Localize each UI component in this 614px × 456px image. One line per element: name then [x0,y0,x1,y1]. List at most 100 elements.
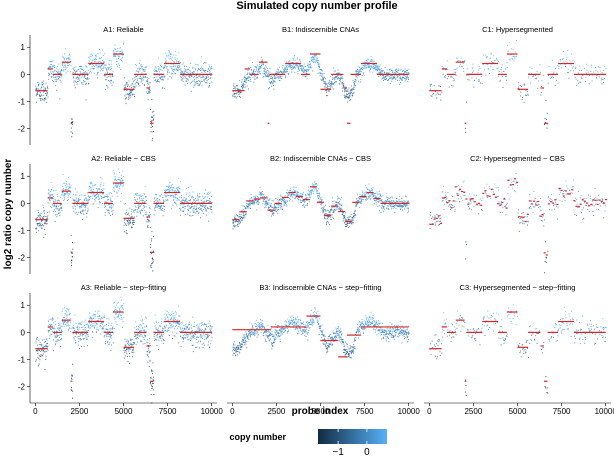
data-point [546,127,548,129]
data-point [391,200,393,202]
data-point [560,58,561,60]
data-point [245,214,247,216]
data-point [81,66,83,67]
data-point [85,66,87,67]
data-point [199,83,201,85]
data-point [162,197,164,198]
data-point [274,203,276,205]
data-point [89,64,91,66]
data-point [243,205,245,207]
data-point [310,191,312,193]
data-point [156,198,158,199]
data-point [403,206,404,208]
data-point [442,67,444,69]
data-point [94,195,96,197]
data-point [349,95,350,97]
data-point [248,204,250,205]
data-point [53,200,55,202]
data-point [248,88,249,90]
data-point [111,192,112,194]
data-point [170,195,172,197]
data-point [52,198,54,200]
data-point [206,210,207,212]
data-point [124,231,126,233]
data-point [200,68,202,69]
data-point [150,253,152,255]
data-point [246,77,248,78]
data-point [374,63,375,65]
data-point [108,204,110,206]
data-point [104,61,105,63]
data-point [160,195,161,197]
data-point [317,64,319,66]
data-point [105,75,107,77]
data-point [279,199,281,200]
data-point [120,50,122,52]
data-point [133,211,135,213]
data-point [338,83,340,85]
data-point [111,195,113,197]
data-point [543,74,545,76]
data-point [172,69,174,71]
data-point [272,82,274,84]
data-point [142,215,144,217]
data-point [136,70,137,72]
data-point [101,178,103,180]
data-point [449,201,451,203]
data-point [298,192,300,193]
data-point [248,80,250,82]
data-point [113,51,115,52]
data-point [326,214,328,215]
data-point [359,70,361,72]
data-point [128,80,130,82]
data-point [45,223,47,225]
data-point [337,77,339,78]
data-point [131,216,133,217]
data-point [143,77,145,78]
data-point [108,209,110,211]
data-point [177,189,178,190]
data-point [62,64,63,66]
data-point [351,223,353,225]
data-point [490,53,492,55]
data-point [179,66,180,68]
data-point [163,68,164,70]
data-point [302,200,304,202]
data-point [258,202,260,203]
data-point [335,202,337,204]
data-point [371,196,373,198]
data-point [137,71,139,73]
data-point [99,184,101,186]
data-point [61,203,62,205]
data-point [246,73,248,75]
data-point [234,217,236,218]
data-point [522,97,523,99]
data-point [46,220,48,222]
data-point [91,64,93,65]
data-point [507,50,509,52]
data-point [355,205,357,207]
data-point [370,68,371,70]
data-point [160,76,162,78]
data-point [357,75,359,76]
data-point [329,84,331,85]
data-point [331,208,333,210]
data-point [396,201,398,202]
data-point [207,191,209,193]
data-point [365,194,367,196]
data-point [345,95,347,97]
data-point [99,191,101,193]
data-point [199,76,201,78]
data-point [42,204,44,206]
data-point [344,95,346,97]
data-point [336,78,338,80]
data-point [272,200,274,202]
data-point [257,201,258,202]
data-point [402,206,404,208]
data-point [188,72,190,74]
data-point [64,184,66,186]
data-point [360,203,362,204]
data-point [189,71,191,73]
data-point [162,79,163,81]
data-point [249,77,251,79]
